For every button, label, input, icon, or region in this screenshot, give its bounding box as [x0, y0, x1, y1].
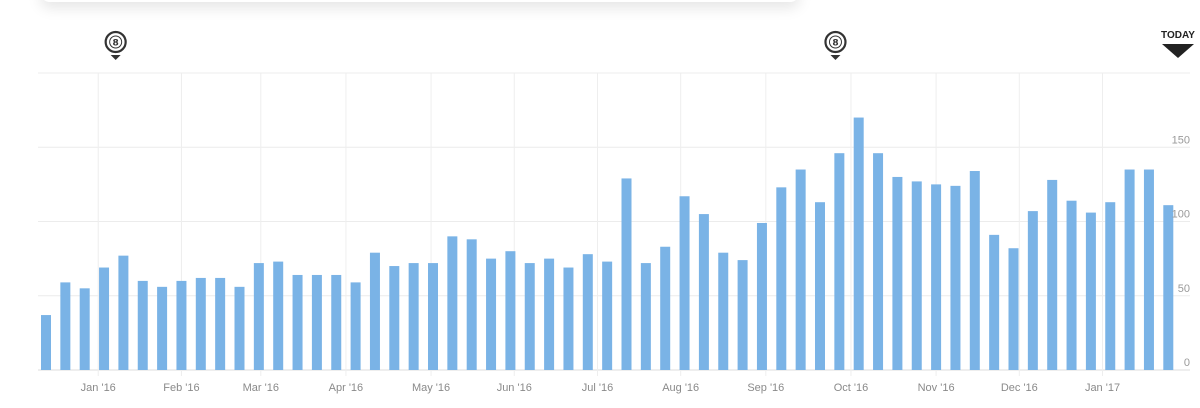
- bar[interactable]: [853, 117, 864, 370]
- bar[interactable]: [563, 267, 574, 370]
- x-tick-label: Feb '16: [163, 382, 199, 394]
- x-tick-label: Dec '16: [1001, 382, 1038, 394]
- bar[interactable]: [524, 263, 535, 370]
- bar[interactable]: [950, 185, 961, 370]
- x-tick-label: Aug '16: [662, 382, 699, 394]
- x-tick-label: Jan '16: [81, 382, 116, 394]
- bar[interactable]: [292, 274, 303, 370]
- bar[interactable]: [621, 178, 632, 370]
- bar[interactable]: [679, 196, 690, 370]
- bar[interactable]: [466, 239, 477, 370]
- bar[interactable]: [931, 184, 942, 370]
- bar[interactable]: [1047, 179, 1058, 370]
- bar[interactable]: [815, 202, 825, 370]
- bar[interactable]: [428, 263, 438, 370]
- x-tick-label: Jul '16: [582, 382, 613, 394]
- bar[interactable]: [1027, 211, 1038, 370]
- bar[interactable]: [215, 277, 226, 370]
- bar[interactable]: [331, 274, 342, 370]
- bar[interactable]: [350, 282, 361, 370]
- top-card-shadow: [40, 0, 800, 2]
- bar[interactable]: [99, 267, 110, 370]
- bar[interactable]: [582, 254, 593, 370]
- y-tick-label: 150: [1172, 134, 1190, 146]
- bar[interactable]: [176, 280, 187, 370]
- bar[interactable]: [969, 171, 980, 370]
- bar[interactable]: [1066, 200, 1077, 370]
- y-tick-label: 0: [1184, 357, 1190, 369]
- bar[interactable]: [273, 261, 284, 370]
- bar[interactable]: [776, 187, 787, 370]
- bar[interactable]: [389, 266, 400, 370]
- bar[interactable]: [118, 255, 129, 370]
- x-tick-label: Jan '17: [1085, 382, 1120, 394]
- bar[interactable]: [157, 286, 168, 370]
- bar[interactable]: [195, 277, 206, 370]
- y-tick-label: 50: [1178, 283, 1190, 295]
- bar[interactable]: [1163, 205, 1174, 370]
- bar[interactable]: [311, 274, 322, 370]
- bar[interactable]: [544, 258, 555, 370]
- bars: [41, 117, 1174, 370]
- bar[interactable]: [41, 315, 51, 370]
- today-indicator[interactable]: TODAY: [1161, 30, 1195, 58]
- bar[interactable]: [892, 176, 903, 370]
- bar[interactable]: [698, 214, 709, 370]
- today-label: TODAY: [1161, 30, 1195, 41]
- bar[interactable]: [505, 251, 516, 370]
- bar[interactable]: [408, 263, 419, 370]
- bar[interactable]: [737, 260, 748, 370]
- bar[interactable]: [989, 234, 1000, 370]
- bar[interactable]: [1143, 169, 1154, 370]
- bar[interactable]: [60, 282, 71, 370]
- bar[interactable]: [137, 280, 148, 370]
- bar[interactable]: [873, 153, 884, 370]
- bar[interactable]: [756, 222, 767, 370]
- today-arrow-icon: [1162, 44, 1194, 58]
- bar[interactable]: [640, 263, 651, 370]
- bar[interactable]: [602, 261, 613, 370]
- bar[interactable]: [911, 181, 922, 370]
- bar[interactable]: [253, 263, 264, 370]
- marker-glyph: 8: [832, 39, 838, 49]
- x-tick-label: Apr '16: [329, 382, 364, 394]
- bar[interactable]: [369, 252, 380, 370]
- x-tick-label: Oct '16: [834, 382, 869, 394]
- y-axis-ticks: 0 50 100 150: [1172, 134, 1190, 369]
- marker-glyph: 8: [113, 39, 119, 49]
- x-tick-label: Mar '16: [243, 382, 279, 394]
- bar[interactable]: [1085, 212, 1096, 370]
- event-marker-2[interactable]: 8: [824, 30, 847, 60]
- y-tick-label: 100: [1172, 209, 1190, 221]
- x-tick-label: Nov '16: [918, 382, 955, 394]
- bar[interactable]: [795, 169, 806, 370]
- bar[interactable]: [79, 288, 90, 370]
- event-marker-1[interactable]: 8: [104, 30, 127, 60]
- bar[interactable]: [834, 153, 845, 370]
- event-pin-icon: 8: [104, 30, 127, 60]
- x-tick-label: Jun '16: [497, 382, 532, 394]
- bar[interactable]: [718, 252, 729, 370]
- bar[interactable]: [1008, 248, 1019, 370]
- bar[interactable]: [660, 246, 671, 370]
- bar[interactable]: [234, 286, 245, 370]
- bar[interactable]: [1124, 169, 1135, 370]
- bar[interactable]: [447, 236, 458, 370]
- bar[interactable]: [486, 258, 497, 370]
- bar[interactable]: [1105, 202, 1116, 370]
- x-tick-label: Sep '16: [747, 382, 784, 394]
- x-tick-label: May '16: [412, 382, 450, 394]
- event-pin-icon: 8: [824, 30, 847, 60]
- x-axis-ticks: Jan '16 Feb '16 Mar '16 Apr '16 May '16 Jun '…: [81, 382, 1120, 394]
